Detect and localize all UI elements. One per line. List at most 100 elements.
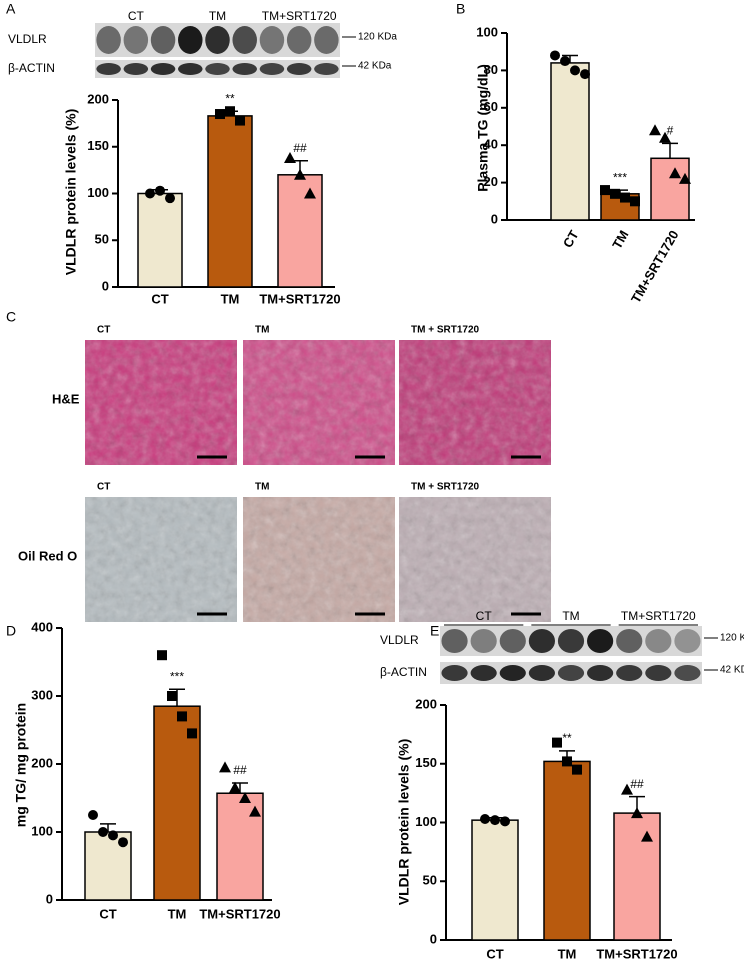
data-point (118, 837, 128, 848)
histology-column-label: TM (255, 482, 269, 493)
blot-band (557, 665, 585, 681)
y-tick-label: 200 (31, 755, 53, 770)
data-point (304, 187, 316, 199)
y-axis-label: Plasma TG (mg/dL) (475, 64, 491, 192)
blot-size-label: 120 KDa (720, 633, 744, 644)
panel-label: D (6, 623, 16, 639)
blot-band (96, 63, 121, 75)
blot-band (259, 63, 285, 75)
histology-texture (243, 340, 395, 465)
x-tick-label: CT (99, 906, 116, 921)
bar (471, 819, 519, 941)
bar (550, 62, 590, 221)
significance-label: *** (170, 669, 184, 683)
significance-label: ## (233, 763, 247, 777)
blot-band (150, 26, 176, 54)
error-bar (562, 54, 578, 63)
blot-band (259, 26, 285, 54)
y-tick-label: 100 (31, 823, 53, 838)
blot-band (286, 26, 312, 54)
data-point (480, 813, 490, 824)
y-tick-label: 0 (430, 931, 437, 946)
y-tick-label: 300 (31, 687, 53, 702)
y-tick-label: 0 (46, 891, 53, 906)
y-axis-label: mg TG/ mg protein (13, 703, 29, 827)
significance-label: ## (293, 141, 307, 155)
histology-texture (85, 340, 237, 465)
y-tick-label: 100 (87, 185, 109, 200)
y-tick-label: 150 (87, 138, 109, 153)
bar (650, 157, 690, 221)
blot-band (499, 629, 526, 653)
histology-column-label: CT (97, 482, 110, 493)
blot-size-label: 120 KDa (358, 32, 397, 43)
data-point (572, 764, 582, 775)
histology-texture (85, 497, 237, 622)
blot-group-label: TM+SRT1720 (262, 9, 337, 23)
y-tick-label: 400 (31, 619, 53, 634)
blot-band (470, 665, 497, 681)
blot-band (178, 26, 203, 54)
blot-band (205, 26, 230, 54)
blot-band (178, 63, 203, 75)
data-point (570, 65, 580, 76)
blot-band (123, 63, 149, 75)
blot-band (205, 63, 230, 75)
error-bar (100, 823, 116, 832)
x-tick-label: CT (486, 946, 503, 961)
blot-size-label: 42 KDa (720, 665, 744, 676)
histology-texture (243, 497, 395, 622)
panel-label: B (456, 1, 465, 17)
data-point (219, 761, 231, 773)
data-point (165, 193, 175, 204)
y-tick-label: 50 (95, 232, 109, 247)
data-point (215, 109, 225, 120)
y-tick-label: 50 (423, 873, 437, 888)
data-point (155, 185, 165, 196)
data-point (620, 192, 630, 203)
y-tick-label: 40 (484, 137, 498, 152)
blot-row-label: β-ACTIN (8, 61, 55, 75)
blot-band (150, 63, 176, 75)
histology-column-label: TM + SRT1720 (411, 482, 480, 493)
data-point (659, 131, 671, 143)
blot-band (645, 665, 672, 681)
data-point (562, 756, 572, 767)
data-point (235, 115, 245, 126)
data-point (225, 106, 235, 117)
histology-texture (399, 497, 551, 622)
blot-band (232, 26, 257, 54)
blot-group-label: TM (562, 609, 579, 623)
blot-band (96, 26, 121, 54)
blot-band (616, 629, 643, 653)
data-point (157, 650, 167, 661)
blot-row-label: VLDLR (380, 633, 419, 647)
x-tick-label: TM (609, 228, 631, 252)
histology-column-label: TM (255, 325, 269, 336)
x-tick-label: TM (168, 906, 187, 921)
blot-band (123, 26, 149, 54)
y-tick-label: 0 (102, 278, 109, 293)
blot-band (616, 665, 643, 681)
panel-label: C (6, 309, 16, 325)
data-point (560, 56, 570, 67)
panel-label: A (6, 1, 16, 17)
blot-row-label: β-ACTIN (380, 665, 427, 679)
data-point (610, 188, 620, 199)
data-point (580, 69, 590, 80)
data-point (187, 728, 197, 739)
y-axis-label: VLDLR protein levels (%) (396, 739, 412, 905)
blot-band (674, 629, 701, 653)
data-point (229, 781, 241, 793)
y-axis-label: VLDLR protein levels (%) (63, 109, 79, 275)
data-point (490, 815, 500, 826)
data-point (600, 185, 610, 196)
bar (137, 192, 183, 288)
error-bar (662, 142, 678, 159)
blot-band (557, 629, 585, 653)
x-tick-label: TM+SRT1720 (199, 906, 280, 921)
y-tick-label: 0 (491, 211, 498, 226)
y-tick-label: 80 (484, 62, 498, 77)
data-point (552, 737, 562, 748)
